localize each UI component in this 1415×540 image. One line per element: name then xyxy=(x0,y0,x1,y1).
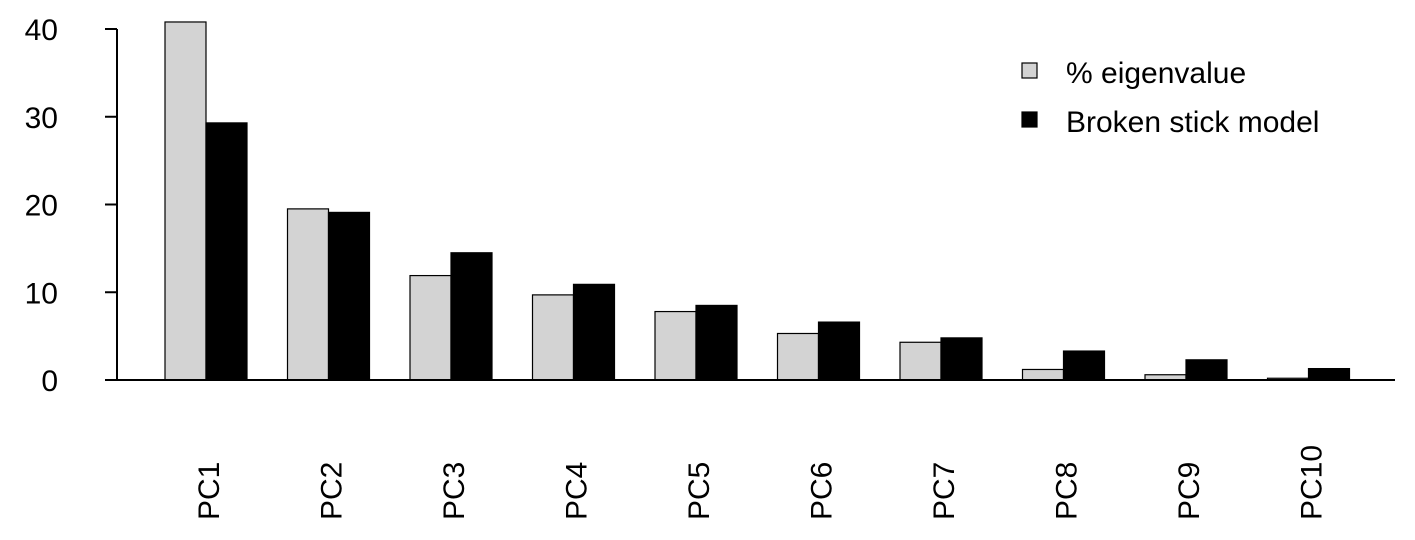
x-tick-label-pc8: PC8 xyxy=(1051,462,1084,520)
bar-broken-stick-model-pc5 xyxy=(695,304,738,381)
bar-broken-stick-model-pc7 xyxy=(940,337,983,381)
bar-eigenvalue-pc8 xyxy=(1021,368,1065,381)
bar-broken-stick-model-pc1 xyxy=(205,122,248,381)
legend-swatch-broken-stick-model xyxy=(1021,111,1038,128)
bar-eigenvalue-pc4 xyxy=(531,294,575,381)
y-tick-label: 0 xyxy=(41,365,58,398)
bar-eigenvalue-pc7 xyxy=(899,341,942,381)
bar-broken-stick-model-pc6 xyxy=(817,321,861,381)
y-tick-label: 10 xyxy=(25,277,58,310)
x-tick-label-pc5: PC5 xyxy=(683,462,716,520)
y-tick-label: 20 xyxy=(25,190,58,223)
legend-swatch-eigenvalue xyxy=(1021,62,1038,79)
bar-broken-stick-model-pc2 xyxy=(327,211,371,381)
bar-eigenvalue-pc3 xyxy=(409,274,452,381)
x-tick-label-pc3: PC3 xyxy=(438,462,471,520)
legend-label-broken-stick-model: Broken stick model xyxy=(1066,106,1319,139)
y-tick-label: 40 xyxy=(25,14,58,47)
x-tick-label-pc2: PC2 xyxy=(316,462,349,520)
bar-broken-stick-model-pc3 xyxy=(450,252,493,381)
legend-label-eigenvalue: % eigenvalue xyxy=(1066,57,1246,90)
y-axis: 0 10 20 30 40 xyxy=(25,14,118,398)
y-tick-label: 30 xyxy=(25,102,58,135)
bar-broken-stick-model-pc4 xyxy=(572,283,616,381)
bar-broken-stick-model-pc8 xyxy=(1062,350,1106,381)
x-tick-label-pc9: PC9 xyxy=(1173,462,1206,520)
bar-eigenvalue-pc1 xyxy=(164,21,207,381)
bar-broken-stick-model-pc10 xyxy=(1307,367,1351,381)
x-tick-label-pc1: PC1 xyxy=(193,462,226,520)
x-tick-label-pc4: PC4 xyxy=(561,462,594,520)
x-tick-label-pc7: PC7 xyxy=(928,462,961,520)
bar-eigenvalue-pc5 xyxy=(654,310,697,381)
bar-broken-stick-model-pc9 xyxy=(1185,359,1228,381)
legend: % eigenvalue Broken stick model xyxy=(1021,57,1319,139)
bar-eigenvalue-pc6 xyxy=(776,332,820,381)
x-tick-label-pc10: PC10 xyxy=(1296,445,1329,520)
bars xyxy=(164,21,1351,381)
category-labels: PC1 PC2 PC3 PC4 PC5 PC6 PC7 PC8 PC9 PC10 xyxy=(193,445,1329,520)
bar-eigenvalue-pc2 xyxy=(286,208,330,381)
x-tick-label-pc6: PC6 xyxy=(806,462,839,520)
